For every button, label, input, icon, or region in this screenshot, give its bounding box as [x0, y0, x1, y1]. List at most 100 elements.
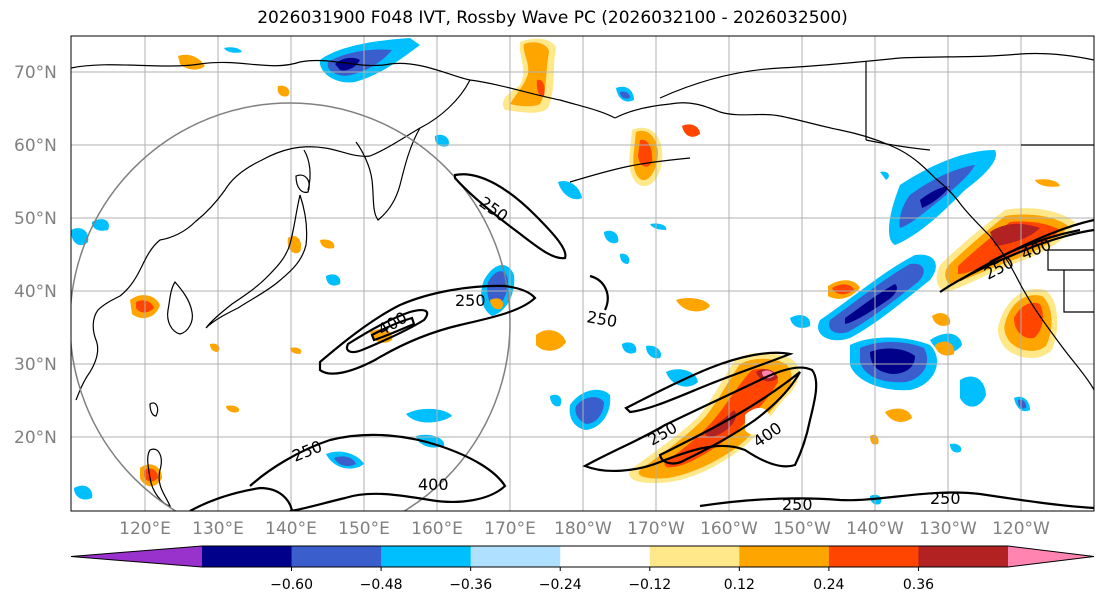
anomaly-positive: [682, 124, 700, 137]
anomaly-negative: [1018, 399, 1027, 409]
latitude-labels: 70°N 60°N 50°N 40°N 30°N 20°N: [14, 63, 57, 448]
contour-label: 250: [930, 489, 961, 508]
lat-label: 70°N: [14, 63, 57, 83]
anomaly-negative: [74, 485, 93, 500]
anomaly-negative: [550, 394, 562, 407]
colorbar-outline: [70, 545, 1095, 568]
ivt-contours: [189, 173, 1094, 511]
anomaly-positive: [536, 79, 545, 97]
colorbar-segment: [291, 546, 382, 567]
colorbar-segment: [828, 546, 919, 567]
lon-label: 160°W: [700, 519, 758, 539]
colorbar-segment: [470, 546, 561, 567]
anomaly-positive: [885, 408, 912, 422]
map-title: 2026031900 F048 IVT, Rossby Wave PC (202…: [257, 8, 848, 28]
anomaly-positive: [676, 298, 710, 312]
anomaly-negative: [845, 284, 897, 324]
anomaly-negative: [335, 57, 360, 71]
colorbar-tick-label: 0.24: [813, 577, 844, 593]
anomaly-positive: [490, 298, 504, 310]
anomaly-negative: [960, 376, 986, 407]
anomaly-positive: [932, 313, 951, 326]
anomaly-negative: [406, 408, 452, 423]
colorbar: −0.60 −0.48 −0.36 −0.24 −0.12 0.12 0.24 0.36: [70, 545, 1095, 593]
colorbar-tick-label: −0.48: [360, 577, 403, 593]
anomaly-negative: [650, 223, 667, 230]
contour-label: 250: [455, 291, 486, 310]
anomaly-negative: [880, 171, 889, 180]
anomaly-negative: [487, 271, 508, 308]
anomaly-positive: [958, 221, 1060, 274]
colorbar-segment: [381, 546, 472, 567]
anomaly-negative: [334, 456, 356, 466]
anomaly-positive: [290, 347, 302, 354]
anomaly-negative: [224, 47, 242, 53]
colorbar-segment: [739, 546, 830, 567]
colorbar-tick-label: 0.12: [724, 577, 755, 593]
lon-label: 120°E: [119, 519, 171, 539]
anomaly-negative: [950, 443, 962, 453]
anomaly-positive: [990, 223, 1040, 246]
lat-label: 50°N: [14, 209, 57, 229]
anomaly-negative: [92, 219, 109, 231]
anomaly-positive: [935, 341, 955, 356]
lon-label: 150°E: [338, 519, 390, 539]
longitude-labels: 120°E 130°E 140°E 150°E 160°E 170°E 180°…: [119, 519, 1050, 539]
anomaly-negative: [646, 345, 662, 359]
anomaly-negative: [870, 348, 915, 374]
contour-label: 250: [782, 495, 813, 514]
lat-label: 20°N: [14, 428, 57, 448]
colorbar-extension-high: [1008, 546, 1094, 567]
anomaly-positive: [638, 139, 653, 167]
anomaly-positive: [226, 405, 240, 413]
colorbar-segment: [560, 546, 651, 567]
anomaly-negative: [620, 91, 630, 99]
colorbar-segment: [202, 546, 293, 567]
lon-label: 180°W: [554, 519, 612, 539]
lat-label: 40°N: [14, 282, 57, 302]
anomaly-negative: [604, 230, 619, 244]
lat-label: 60°N: [14, 136, 57, 156]
colorbar-tick-label: 0.36: [903, 577, 934, 593]
anomaly-negative: [434, 134, 449, 147]
anomaly-negative: [1035, 179, 1060, 187]
anomaly-positive: [762, 370, 774, 379]
lon-label: 120°W: [992, 519, 1050, 539]
anomaly-positive: [536, 330, 566, 351]
lat-label: 30°N: [14, 355, 57, 375]
colorbar-segment: [649, 546, 740, 567]
graticule: [71, 36, 1094, 511]
lon-label: 130°E: [192, 519, 244, 539]
colorbar-extension-low: [71, 546, 202, 567]
anomaly-positive: [277, 85, 290, 97]
colorbar-tick-label: −0.24: [539, 577, 582, 593]
anomaly-negative: [790, 315, 811, 328]
lon-label: 140°E: [265, 519, 317, 539]
anomaly-negative: [326, 274, 341, 286]
anomaly-positive: [664, 368, 778, 468]
contour-label: 400: [418, 475, 449, 494]
lon-label: 130°W: [919, 519, 977, 539]
colorbar-tick-label: −0.36: [449, 577, 492, 593]
lon-label: 170°W: [627, 519, 685, 539]
anomaly-negative: [622, 342, 637, 354]
colorbar-tick-label: −0.12: [628, 577, 671, 593]
anomaly-positive: [320, 239, 335, 249]
anomaly-positive: [210, 343, 220, 352]
anomaly-negative: [620, 253, 630, 264]
lon-label: 160°E: [411, 519, 463, 539]
lon-label: 150°W: [773, 519, 831, 539]
anomaly-positive: [144, 468, 158, 482]
anomaly-negative: [666, 369, 698, 387]
lon-label: 140°W: [846, 519, 904, 539]
colorbar-segment: [918, 546, 1009, 567]
anomaly-negative: [71, 228, 89, 246]
anomaly-positive: [832, 284, 854, 295]
region-circle: [71, 102, 511, 511]
lon-label: 170°E: [484, 519, 536, 539]
map-frame: [70, 35, 1095, 512]
anomaly-negative: [558, 180, 582, 200]
anomaly-negative: [920, 186, 950, 208]
colorbar-tick-label: −0.60: [270, 577, 313, 593]
